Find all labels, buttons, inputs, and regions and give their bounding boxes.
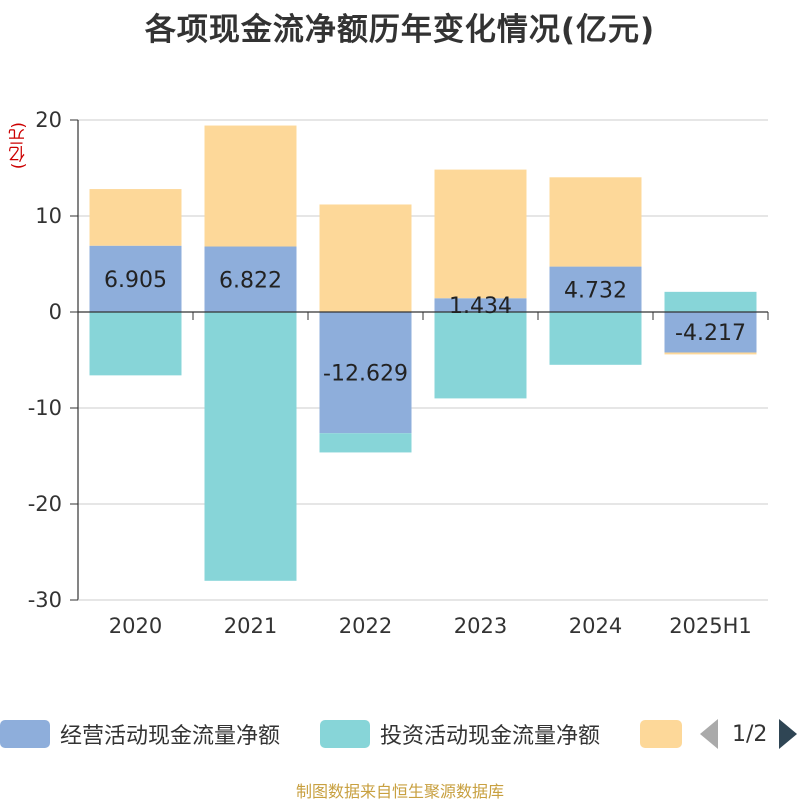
x-tick-label: 2020 [109, 614, 162, 638]
bar-chart: 20 10 0 -10 -20 -30 2020 2021 2022 2023 2024 2025H1… [28, 108, 769, 638]
y-tick-label: -20 [28, 492, 62, 516]
data-label: 6.822 [219, 268, 282, 293]
legend-swatch-investing [320, 720, 370, 748]
data-labels: 6.905 6.822 -12.629 1.434 4.732 -4.217 [104, 268, 746, 387]
legend-swatch-operating [0, 720, 50, 748]
legend-page-indicator: 1/2 [732, 721, 768, 747]
legend: 经营活动现金流量净额 投资活动现金流量净额 1/2 [0, 714, 800, 754]
legend-item-investing[interactable]: 投资活动现金流量净额 [320, 720, 601, 749]
data-label: 6.905 [104, 268, 167, 293]
data-label: 1.434 [449, 294, 512, 319]
bars [89, 125, 757, 581]
y-tick-label: 0 [49, 300, 62, 324]
x-tick-label: 2023 [454, 614, 507, 638]
data-label: -12.629 [323, 362, 408, 387]
y-tick-label: 20 [35, 108, 62, 132]
legend-label-operating: 经营活动现金流量净额 [60, 724, 281, 749]
legend-swatch-third [640, 720, 682, 748]
bar-2-2024 [549, 312, 642, 365]
axes: 20 10 0 -10 -20 -30 2020 2021 2022 2023 2024 2025H1 [28, 108, 769, 638]
bar-2-2022 [319, 433, 412, 453]
legend-label-investing: 投资活动现金流量净额 [380, 724, 601, 749]
bar-1-2022 [319, 312, 412, 434]
bar-2-2025H1 [664, 291, 757, 312]
data-source-note: 制图数据来自恒生聚源数据库 [295, 782, 504, 801]
bar-3-2025H1 [664, 352, 757, 355]
y-tick-label: 10 [35, 204, 62, 228]
y-tick-label: -30 [28, 588, 62, 612]
x-tick-label: 2022 [339, 614, 392, 638]
data-label: 4.732 [564, 278, 627, 303]
bar-1-2025H1 [664, 312, 757, 353]
legend-next-icon[interactable] [779, 719, 798, 749]
bar-1-2024 [549, 266, 642, 312]
bar-1-2021 [204, 246, 297, 312]
bar-3-2022 [319, 204, 412, 312]
bar-1-2020 [89, 245, 182, 312]
bar-1-2023 [434, 298, 527, 312]
chart-title: 各项现金流净额历年变化情况(亿元) [144, 12, 656, 48]
bar-3-2021 [204, 125, 297, 247]
legend-pager: 1/2 [700, 718, 798, 750]
legend-item-operating[interactable]: 经营活动现金流量净额 [0, 720, 281, 749]
y-tick-label: -10 [28, 396, 62, 420]
bar-3-2024 [549, 177, 642, 267]
grid-lines [78, 119, 768, 601]
x-tick-label: 2025H1 [669, 614, 752, 638]
bar-2-2020 [89, 312, 182, 376]
bar-3-2023 [434, 169, 527, 299]
data-label: -4.217 [675, 321, 746, 346]
bar-2-2021 [204, 312, 297, 581]
legend-item-third[interactable] [640, 720, 682, 748]
legend-prev-icon[interactable] [700, 719, 718, 749]
bar-2-2023 [434, 312, 527, 399]
x-tick-label: 2024 [569, 614, 622, 638]
x-tick-label: 2021 [224, 614, 277, 638]
bar-3-2020 [89, 189, 182, 246]
